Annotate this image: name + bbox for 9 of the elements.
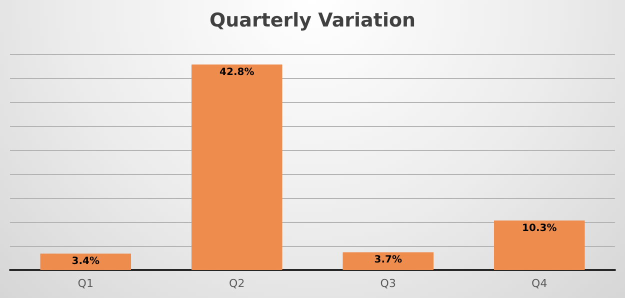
x-tick-label: Q3 xyxy=(380,277,396,290)
data-label: 3.4% xyxy=(72,256,100,268)
data-label: 42.8% xyxy=(220,67,254,78)
x-tick-label: Q1 xyxy=(78,277,94,290)
x-tick-label: Q4 xyxy=(532,277,548,290)
chart-title: Quarterly Variation xyxy=(209,10,416,32)
data-label: 10.3% xyxy=(522,223,557,234)
x-tick-label: Q2 xyxy=(229,277,245,290)
data-label: 3.7% xyxy=(374,254,402,266)
